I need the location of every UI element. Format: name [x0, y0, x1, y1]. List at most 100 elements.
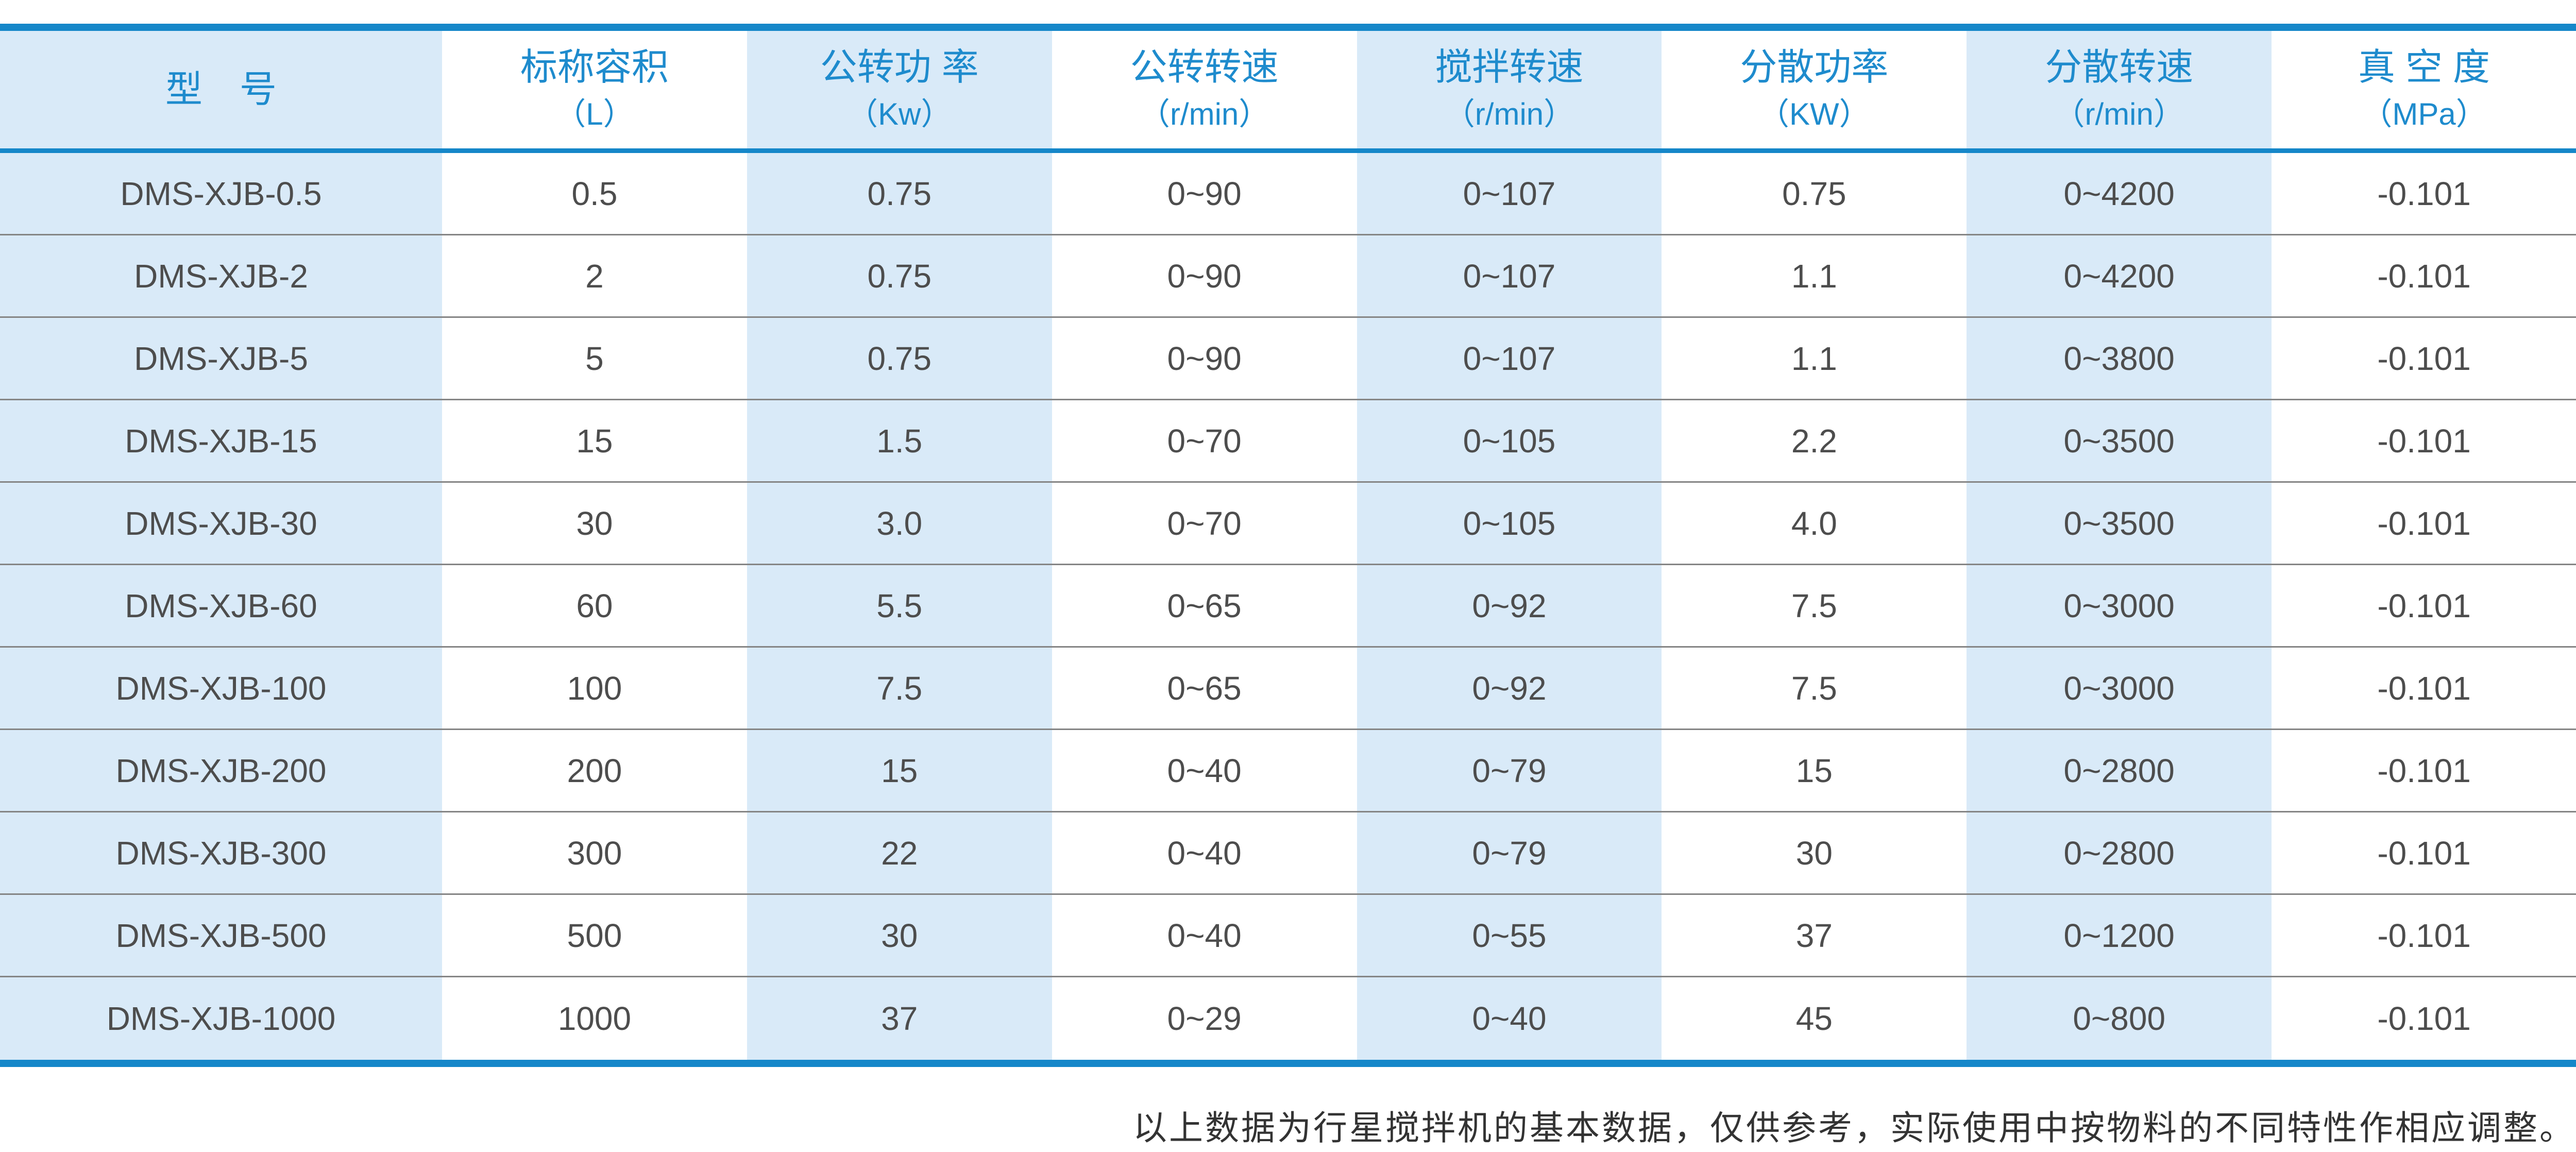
value-cell: 2: [442, 235, 747, 316]
table-row: DMS-XJB-30 30 3.0 0~70 0~105 4.0 0~3500 -0.101: [0, 483, 2576, 565]
value-cell: 5.5: [747, 565, 1052, 646]
header-cell-0: 型 号: [0, 31, 442, 148]
value-cell: 15: [442, 400, 747, 481]
value-cell: 1000: [442, 977, 747, 1060]
table-row: DMS-XJB-1000 1000 37 0~29 0~40 45 0~800 -0.101: [0, 977, 2576, 1060]
value-cell: 0~2800: [1967, 730, 2272, 811]
header-title: 分散转速: [2045, 47, 2194, 88]
value-cell: 0~107: [1357, 153, 1662, 234]
value-cell: 0~1200: [1967, 895, 2272, 976]
value-cell: -0.101: [2272, 318, 2576, 399]
value-cell: 30: [1662, 812, 1967, 893]
value-cell: 37: [1662, 895, 1967, 976]
value-cell: 0~107: [1357, 235, 1662, 316]
header-title: 型 号: [165, 69, 277, 110]
model-cell: DMS-XJB-1000: [0, 977, 442, 1060]
table-row: DMS-XJB-0.5 0.5 0.75 0~90 0~107 0.75 0~4200 -0.…: [0, 153, 2576, 235]
value-cell: -0.101: [2272, 730, 2576, 811]
table-bottom-border: [0, 1060, 2576, 1067]
value-cell: 0~79: [1357, 812, 1662, 893]
value-cell: 200: [442, 730, 747, 811]
header-unit: （r/min）: [1139, 97, 1270, 131]
value-cell: 0~3500: [1967, 483, 2272, 564]
header-title: 搅拌转速: [1435, 47, 1584, 88]
value-cell: 0~3500: [1967, 400, 2272, 481]
table-header-row: 型 号 标称容积 （L） 公转功 率 （Kw） 公转转速 （r/min） 搅拌转速 （r/min…: [0, 31, 2576, 148]
model-cell: DMS-XJB-2: [0, 235, 442, 316]
table-row: DMS-XJB-100 100 7.5 0~65 0~92 7.5 0~3000 -0.101: [0, 648, 2576, 730]
header-title: 公转转速: [1130, 47, 1279, 88]
value-cell: 5: [442, 318, 747, 399]
model-cell: DMS-XJB-100: [0, 648, 442, 729]
value-cell: -0.101: [2272, 153, 2576, 234]
value-cell: 4.0: [1662, 483, 1967, 564]
model-cell: DMS-XJB-300: [0, 812, 442, 893]
value-cell: 0~90: [1052, 153, 1357, 234]
value-cell: 7.5: [1662, 648, 1967, 729]
header-title: 公转功 率: [820, 47, 979, 88]
value-cell: -0.101: [2272, 895, 2576, 976]
top-margin: [0, 0, 2576, 24]
value-cell: 500: [442, 895, 747, 976]
value-cell: 0~79: [1357, 730, 1662, 811]
value-cell: 0.75: [1662, 153, 1967, 234]
header-title: 分散功率: [1740, 47, 1889, 88]
table-row: DMS-XJB-5 5 0.75 0~90 0~107 1.1 0~3800 -0.101: [0, 318, 2576, 400]
value-cell: 0~29: [1052, 977, 1357, 1060]
model-cell: DMS-XJB-0.5: [0, 153, 442, 234]
value-cell: 0~55: [1357, 895, 1662, 976]
header-divider: [0, 148, 2576, 153]
header-unit: （r/min）: [1444, 97, 1575, 131]
value-cell: 0~4200: [1967, 235, 2272, 316]
value-cell: 7.5: [1662, 565, 1967, 646]
value-cell: 0~107: [1357, 318, 1662, 399]
value-cell: 0~800: [1967, 977, 2272, 1060]
header-cell-3: 公转转速 （r/min）: [1052, 31, 1357, 148]
value-cell: 0~65: [1052, 648, 1357, 729]
model-cell: DMS-XJB-15: [0, 400, 442, 481]
value-cell: 30: [747, 895, 1052, 976]
value-cell: 0~40: [1357, 977, 1662, 1060]
table-top-border: [0, 24, 2576, 31]
value-cell: 15: [747, 730, 1052, 811]
value-cell: 0~40: [1052, 730, 1357, 811]
value-cell: 0~65: [1052, 565, 1357, 646]
value-cell: -0.101: [2272, 400, 2576, 481]
model-cell: DMS-XJB-500: [0, 895, 442, 976]
table-row: DMS-XJB-500 500 30 0~40 0~55 37 0~1200 -0.101: [0, 895, 2576, 977]
header-unit: （r/min）: [2054, 97, 2184, 131]
footer-note: 以上数据为行星搅拌机的基本数据，仅供参考，实际使用中按物料的不同特性作相应调整。: [1133, 1108, 2575, 1148]
value-cell: -0.101: [2272, 483, 2576, 564]
value-cell: 300: [442, 812, 747, 893]
value-cell: 45: [1662, 977, 1967, 1060]
header-cell-6: 分散转速 （r/min）: [1967, 31, 2272, 148]
header-cell-1: 标称容积 （L）: [442, 31, 747, 148]
value-cell: 0~4200: [1967, 153, 2272, 234]
table-row: DMS-XJB-15 15 1.5 0~70 0~105 2.2 0~3500 -0.101: [0, 400, 2576, 483]
value-cell: 0.75: [747, 318, 1052, 399]
value-cell: 0~40: [1052, 895, 1357, 976]
value-cell: 1.5: [747, 400, 1052, 481]
header-cell-5: 分散功率 （KW）: [1662, 31, 1967, 148]
header-unit: （KW）: [1758, 97, 1870, 131]
value-cell: 0~92: [1357, 565, 1662, 646]
header-cell-4: 搅拌转速 （r/min）: [1357, 31, 1662, 148]
header-title: 标称容积: [520, 47, 669, 88]
model-cell: DMS-XJB-200: [0, 730, 442, 811]
header-cell-2: 公转功 率 （Kw）: [747, 31, 1052, 148]
value-cell: 0~105: [1357, 483, 1662, 564]
value-cell: -0.101: [2272, 812, 2576, 893]
value-cell: -0.101: [2272, 648, 2576, 729]
value-cell: 37: [747, 977, 1052, 1060]
table-row: DMS-XJB-60 60 5.5 0~65 0~92 7.5 0~3000 -0.101: [0, 565, 2576, 648]
value-cell: 15: [1662, 730, 1967, 811]
value-cell: -0.101: [2272, 235, 2576, 316]
header-unit: （MPa）: [2361, 97, 2487, 131]
header-cell-7: 真 空 度 （MPa）: [2272, 31, 2576, 148]
header-title: 真 空 度: [2358, 47, 2490, 88]
value-cell: 0~2800: [1967, 812, 2272, 893]
table-row: DMS-XJB-300 300 22 0~40 0~79 30 0~2800 -0.101: [0, 812, 2576, 895]
value-cell: 0~90: [1052, 318, 1357, 399]
value-cell: 7.5: [747, 648, 1052, 729]
value-cell: 0~105: [1357, 400, 1662, 481]
